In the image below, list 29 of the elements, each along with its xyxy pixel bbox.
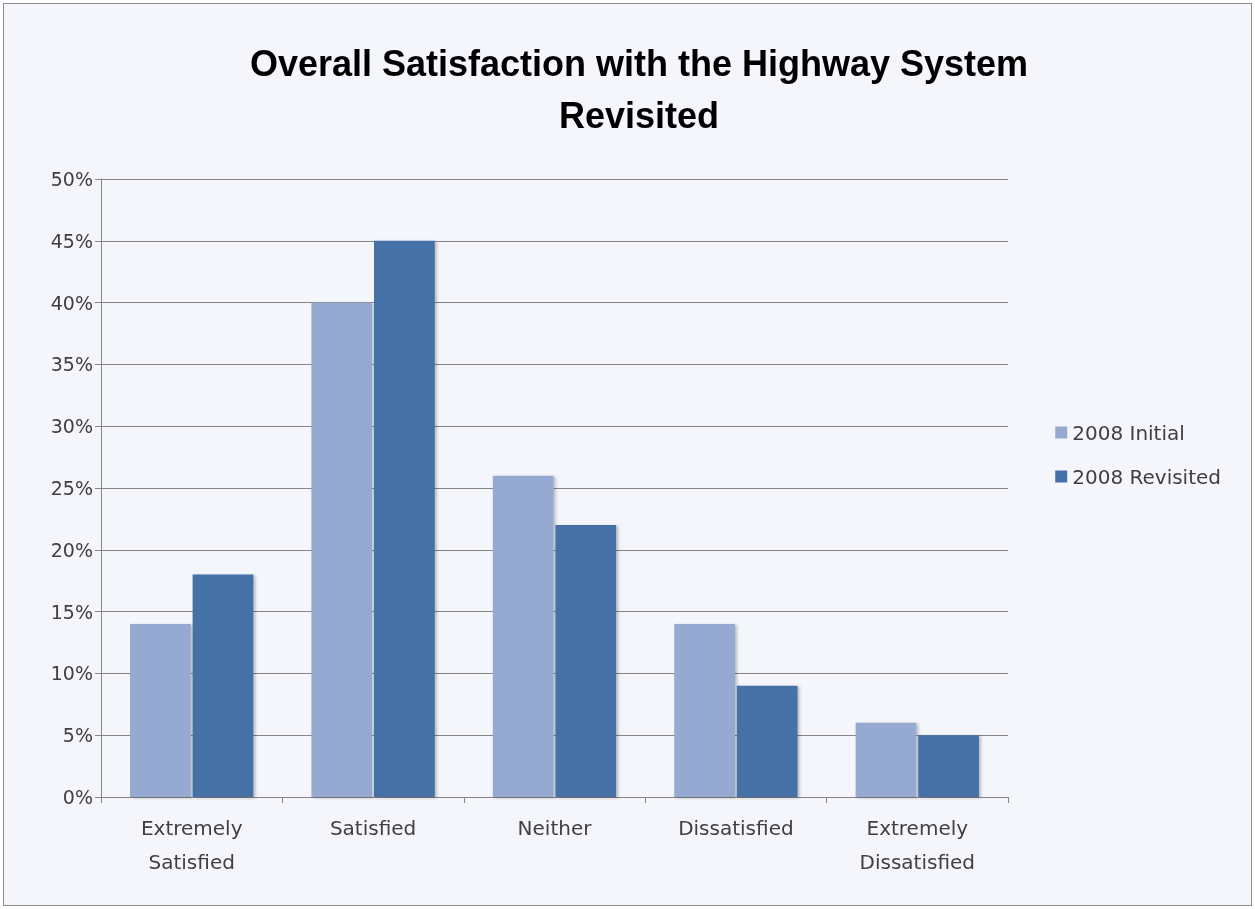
y-tick-label: 20% (50, 538, 93, 561)
bar (374, 240, 435, 797)
bar (555, 525, 617, 797)
bar (674, 623, 735, 797)
x-tick-label: Extremely Dissatisfied (859, 816, 976, 874)
y-tick-label: 15% (50, 600, 93, 623)
y-tick-label: 40% (50, 291, 93, 314)
chart-title: Overall Satisfaction with the Highway System Revisited (249, 42, 1029, 136)
x-tick-label: Neither (517, 816, 593, 840)
bar (918, 735, 979, 797)
y-tick-label: 5% (62, 724, 93, 747)
y-tick-label: 50% (50, 168, 93, 190)
bar (855, 722, 917, 797)
y-tick-label: 35% (50, 353, 93, 376)
bar (492, 475, 554, 797)
bar (311, 302, 373, 797)
y-tick-label: 30% (50, 415, 93, 438)
y-tick-label: 45% (50, 229, 93, 252)
y-tick-label: 25% (50, 477, 93, 499)
legend-label: 2008 Initial (1072, 420, 1185, 445)
x-tick-label: Extremely Satisfied (140, 816, 243, 874)
x-tick-label: Satisfied (329, 816, 417, 840)
bar (736, 685, 798, 797)
legend-label: 2008 Revisited (1072, 464, 1222, 489)
y-tick-label: 0% (62, 786, 93, 808)
x-tick-label: Dissatisfied (678, 816, 794, 840)
y-tick-label: 10% (50, 662, 93, 685)
bar (192, 574, 254, 797)
bar (130, 623, 191, 797)
